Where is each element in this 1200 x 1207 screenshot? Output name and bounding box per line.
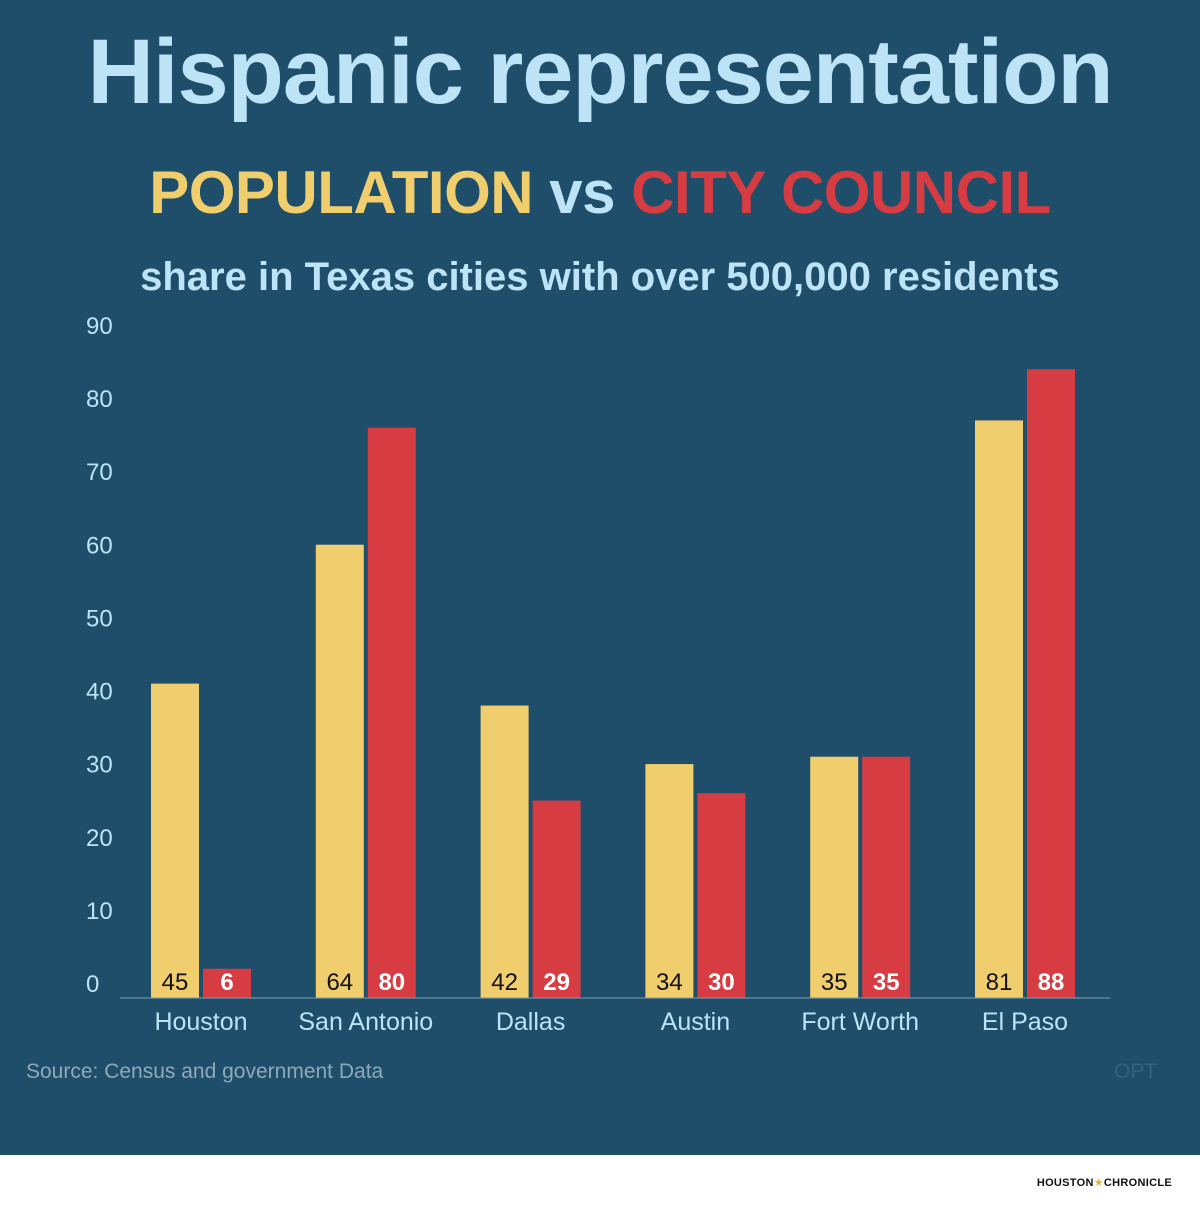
chart-caption: share in Texas cities with over 500,000 …	[140, 255, 1060, 299]
bar-data-label: 88	[1038, 969, 1065, 996]
y-tick-label: 10	[86, 898, 113, 925]
y-tick-label: 30	[86, 752, 113, 779]
bar-chart: 0 10 20 30 40 50 60 70 80 90 45 6 Houston 64 80 San Ant…	[86, 313, 1110, 1036]
bar-data-label: 80	[378, 969, 405, 996]
x-tick-label: San Antonio	[298, 1008, 433, 1036]
bar-data-label: 29	[543, 969, 570, 996]
x-tick-label: El Paso	[982, 1008, 1068, 1036]
source-note: Source: Census and government Data	[26, 1060, 384, 1083]
bar-data-label: 42	[491, 969, 518, 996]
y-tick-label: 80	[86, 386, 113, 413]
subtitle-vs: vs	[549, 159, 616, 226]
bar-data-label: 64	[326, 969, 353, 996]
x-tick-label: Dallas	[496, 1008, 565, 1036]
x-tick-label: Austin	[661, 1008, 730, 1036]
bar-council	[1027, 369, 1075, 998]
y-tick-label: 0	[86, 971, 99, 998]
bar-population	[151, 683, 199, 998]
bar-data-label: 81	[986, 969, 1013, 996]
bar-council	[367, 427, 416, 998]
bar-population	[315, 544, 364, 998]
y-tick-label: 40	[86, 679, 113, 706]
bar-population	[810, 756, 859, 998]
chart-title: Hispanic representation	[87, 21, 1113, 123]
bar-data-label: 30	[708, 969, 735, 996]
bar-council	[203, 968, 251, 998]
y-tick-label: 70	[86, 459, 113, 486]
legend-city-council: CITY COUNCIL	[631, 159, 1051, 226]
bar-data-label: 35	[873, 969, 900, 996]
star-icon: ★	[1093, 1177, 1104, 1189]
footer-bar: HOUSTON★CHRONICLE	[0, 1155, 1200, 1207]
y-tick-label: 20	[86, 825, 113, 852]
logo-text-right: CHRONICLE	[1103, 1177, 1172, 1189]
bar-population	[975, 420, 1023, 998]
houston-chronicle-logo: HOUSTON★CHRONICLE	[1037, 1176, 1172, 1189]
bar-data-label: 6	[220, 969, 233, 996]
x-tick-label: Houston	[154, 1008, 247, 1036]
bar-population	[645, 764, 694, 998]
credit-note: OPT	[1114, 1060, 1158, 1083]
chart-panel: Hispanic representation POPULATION vs CI…	[0, 0, 1200, 1155]
bar-data-label: 35	[821, 969, 848, 996]
logo-text-left: HOUSTON	[1036, 1177, 1094, 1189]
bar-council	[862, 756, 911, 998]
chart-subtitle: POPULATION vs CITY COUNCIL	[0, 160, 1200, 226]
y-tick-label: 50	[86, 605, 113, 632]
x-tick-label: Fort Worth	[801, 1008, 919, 1036]
bar-council	[532, 800, 581, 998]
legend-population: POPULATION	[149, 159, 534, 226]
y-tick-label: 60	[86, 532, 113, 559]
bar-council	[697, 793, 746, 998]
y-tick-label: 90	[86, 313, 113, 340]
bar-data-label: 34	[656, 969, 683, 996]
bar-data-label: 45	[162, 969, 189, 996]
bar-population	[480, 705, 529, 998]
